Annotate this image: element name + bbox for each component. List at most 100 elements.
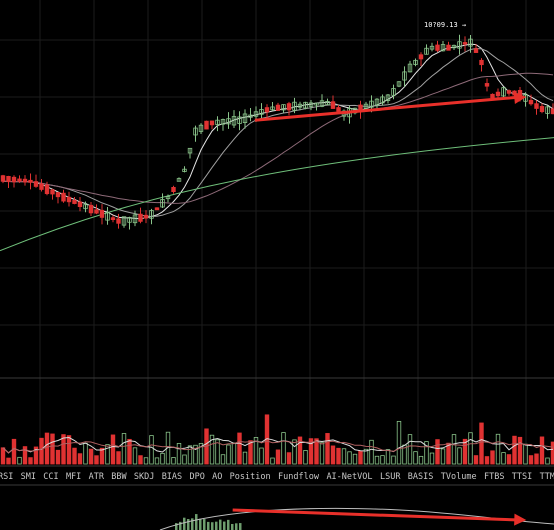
indicator-tab-smi[interactable]: SMI <box>21 472 36 482</box>
volume-bar <box>6 457 11 465</box>
volume-bar <box>138 455 143 465</box>
candle-body <box>319 100 325 107</box>
volume-bar <box>303 450 308 465</box>
volume-bar <box>396 420 402 465</box>
volume-bar <box>369 439 374 465</box>
ma-fast-line <box>2 43 554 220</box>
candle-body <box>193 127 198 136</box>
volume-bar <box>286 452 292 465</box>
candle-body <box>215 119 220 125</box>
high-price-label: 10?09.13 → <box>424 21 466 29</box>
indicator-bar <box>175 523 178 530</box>
indicator-bar <box>235 523 238 530</box>
candle-body <box>231 116 237 126</box>
candle-body <box>297 103 303 108</box>
candle-body <box>17 178 22 182</box>
volume-bar <box>231 442 237 465</box>
indicator-bar <box>183 517 186 530</box>
candle-body <box>275 104 281 111</box>
candle-body <box>209 120 215 126</box>
volume-bar <box>495 433 501 465</box>
indicator-tab-skdj[interactable]: SKDJ <box>134 472 154 482</box>
volume-bar <box>160 452 165 465</box>
indicator-tab-mfi[interactable]: MFI <box>66 472 81 482</box>
volume-bar <box>407 434 413 465</box>
candle-body <box>539 106 545 113</box>
indicator-tab-fundflow[interactable]: Fundflow <box>278 472 320 482</box>
indicator-bar <box>231 523 234 530</box>
indicator-bar <box>219 519 222 530</box>
volume-bar <box>545 457 550 465</box>
volume-bar <box>473 455 479 465</box>
indicator-tab-bar[interactable]: RSI SMI CCI MFI ATR BBW SKDJ BIAS DPO AO Position F… <box>0 472 554 482</box>
candle-body <box>396 81 402 87</box>
volume-bar <box>226 444 231 465</box>
volume-ma-slow <box>2 440 554 454</box>
candle-body <box>391 88 396 96</box>
candle-body <box>484 83 490 87</box>
candle-body <box>451 44 457 49</box>
volume-bar <box>121 433 127 465</box>
candle-body <box>61 192 66 202</box>
candle-body <box>369 100 374 108</box>
volume-bar <box>66 435 72 465</box>
candle-body <box>72 199 77 204</box>
volume-bar <box>72 447 77 465</box>
volume-bar <box>77 453 83 465</box>
candle-body <box>281 104 286 111</box>
candle-body <box>154 207 160 211</box>
indicator-histogram <box>159 507 554 530</box>
indicator-tab-atr[interactable]: ATR <box>89 472 105 482</box>
volume-bar <box>99 447 105 465</box>
indicator-bar <box>195 514 198 530</box>
indicator-tab-cci[interactable]: CCI <box>43 472 58 482</box>
candle-body <box>468 38 473 47</box>
volume-bar <box>248 440 253 465</box>
volume-bar <box>105 444 110 465</box>
volume-bar <box>193 444 198 465</box>
volume-bar <box>83 442 88 465</box>
indicator-bar <box>203 519 206 530</box>
candle-body <box>270 106 275 111</box>
annotation-arrows <box>232 92 527 526</box>
volume-bar <box>440 448 446 465</box>
indicator-tab-dpo[interactable]: DPO <box>190 472 205 482</box>
candle-body <box>506 90 512 94</box>
indicator-tab-bias[interactable]: BIAS <box>162 472 182 482</box>
volume-bar <box>479 422 484 465</box>
uptrend-arrow-shaft <box>254 95 521 122</box>
candle-body <box>473 48 479 53</box>
indicator-tab-position[interactable]: Position <box>230 472 271 482</box>
volume-bar <box>94 455 99 465</box>
volume-bar <box>116 451 121 465</box>
indicator-tab-rsi[interactable]: RSI <box>0 472 13 482</box>
indicator-bar <box>179 521 182 530</box>
candle-body <box>105 211 110 221</box>
indicator-tab-tvolume[interactable]: TVolume <box>441 472 477 482</box>
indicator-tab-lsur[interactable]: LSUR <box>380 472 401 482</box>
candle-body <box>77 201 83 208</box>
candle-body <box>66 196 72 203</box>
volume-bar <box>253 437 259 465</box>
indicator-tab-ttmu[interactable]: TTMU <box>540 472 554 482</box>
indicator-tab-ao[interactable]: AO <box>212 472 222 482</box>
volume-bar <box>149 435 154 465</box>
indicator-tab-ttsi[interactable]: TTSI <box>512 472 532 482</box>
indicator-tab-ftbs[interactable]: FTBS <box>484 472 504 482</box>
indicator-tab-basis[interactable]: BASIS <box>408 472 434 482</box>
candle-body <box>380 96 385 104</box>
candle-body <box>116 218 121 224</box>
candle-body <box>286 103 292 111</box>
volume-bar <box>462 438 468 465</box>
volume-bar <box>154 457 160 465</box>
volume-bar <box>176 443 182 465</box>
candle-body <box>545 106 550 114</box>
candle-body <box>121 216 127 226</box>
candle-body <box>220 119 226 125</box>
volume-bar <box>451 434 457 465</box>
indicator-tab-ai-netvol[interactable]: AI-NetVOL <box>326 472 372 482</box>
candle-body <box>462 42 468 45</box>
volume-bar <box>88 448 94 465</box>
indicator-tab-bbw[interactable]: BBW <box>111 472 127 482</box>
